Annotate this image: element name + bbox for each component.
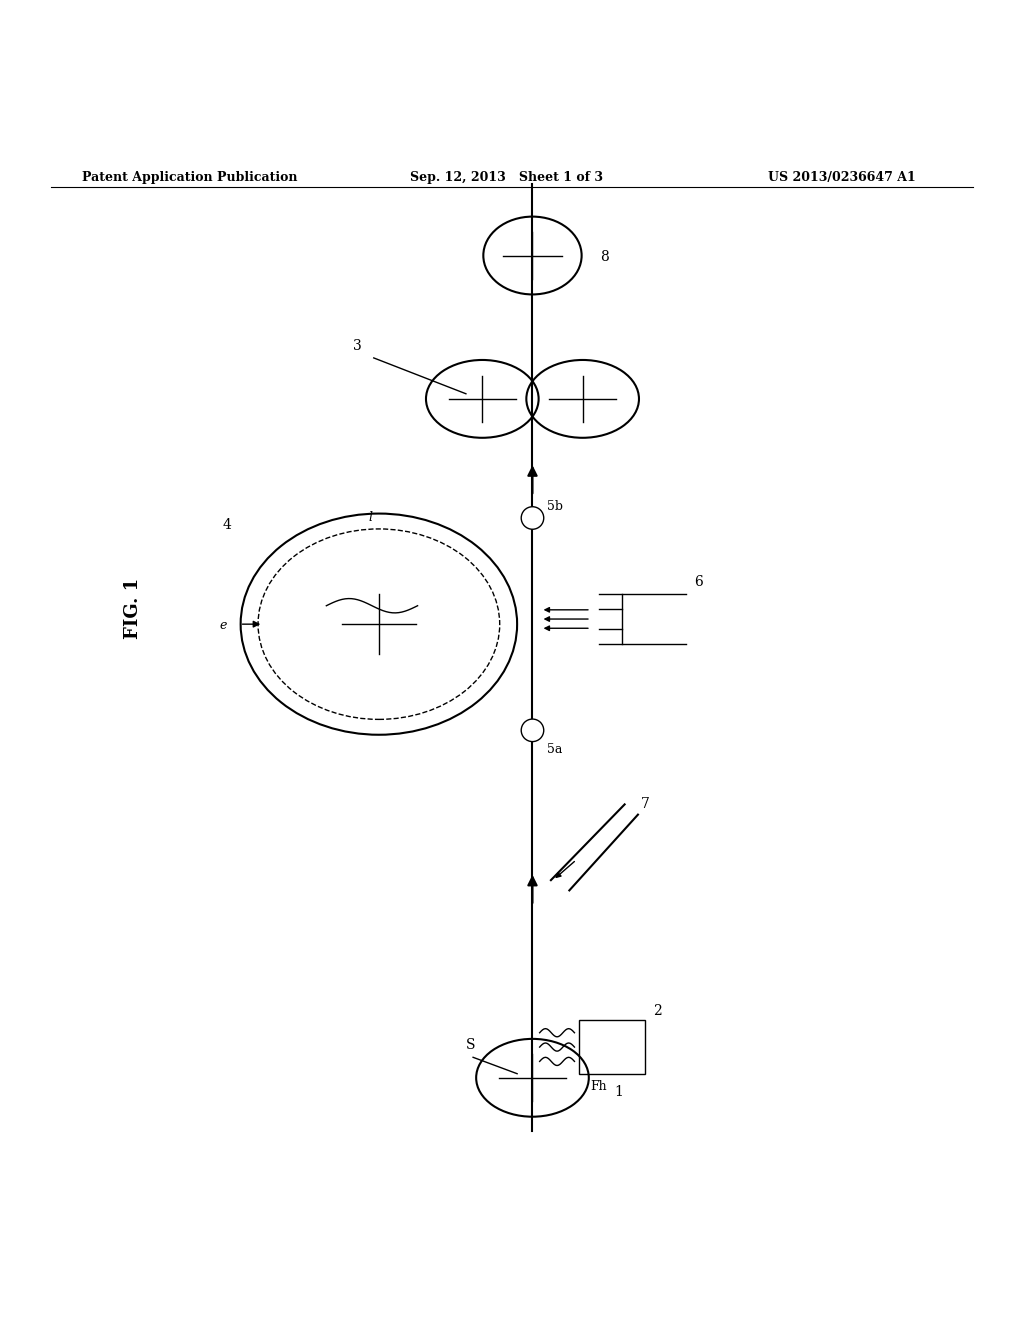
Bar bbox=[579, 1020, 645, 1073]
Text: 1: 1 bbox=[614, 1085, 624, 1100]
Text: 5b: 5b bbox=[547, 500, 563, 512]
Text: 3: 3 bbox=[353, 339, 362, 352]
Text: 6: 6 bbox=[694, 576, 703, 589]
Text: 4: 4 bbox=[222, 517, 231, 532]
Text: Patent Application Publication: Patent Application Publication bbox=[82, 170, 297, 183]
Text: 5a: 5a bbox=[547, 743, 562, 756]
Text: 8: 8 bbox=[600, 249, 609, 264]
Text: 2: 2 bbox=[653, 1005, 663, 1018]
Text: l: l bbox=[369, 511, 373, 524]
Text: 7: 7 bbox=[641, 797, 650, 812]
Circle shape bbox=[521, 719, 544, 742]
Text: Fh: Fh bbox=[590, 1080, 607, 1093]
Circle shape bbox=[521, 507, 544, 529]
Text: S: S bbox=[466, 1038, 475, 1052]
Text: e: e bbox=[219, 619, 226, 632]
Text: FIG. 1: FIG. 1 bbox=[124, 578, 142, 639]
Text: Sep. 12, 2013   Sheet 1 of 3: Sep. 12, 2013 Sheet 1 of 3 bbox=[410, 170, 602, 183]
Text: US 2013/0236647 A1: US 2013/0236647 A1 bbox=[768, 170, 915, 183]
